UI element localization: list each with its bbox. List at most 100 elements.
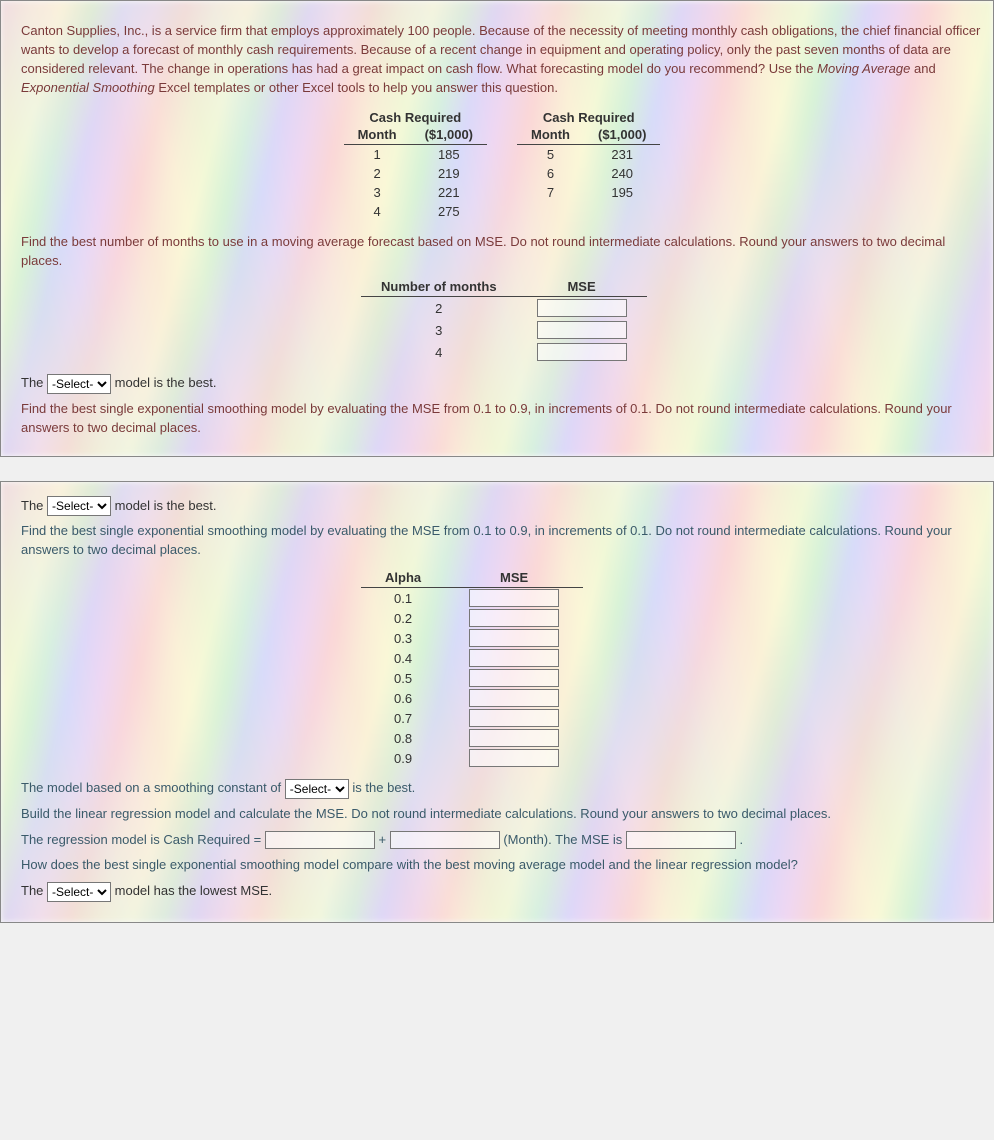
- lr-eq-plus: +: [379, 832, 390, 847]
- question-panel-2: The -Select- model is the best. Find the…: [0, 481, 994, 924]
- mse-input[interactable]: [469, 649, 559, 667]
- cell-mse-input: [445, 748, 583, 768]
- cell-cash: 240: [584, 164, 660, 183]
- table-row: 4275: [344, 202, 487, 221]
- mse-input[interactable]: [469, 749, 559, 767]
- ma-col-months: Number of months: [361, 277, 517, 297]
- table-row: 4: [361, 341, 647, 363]
- panel2-content: The -Select- model is the best. Find the…: [21, 496, 983, 903]
- cell-mse-input: [517, 341, 647, 363]
- cell-month: 7: [517, 183, 584, 202]
- cash-table-right: Month ($1,000) 523162407195: [517, 125, 660, 202]
- col-month-left: Month: [344, 125, 411, 145]
- cell-mse-input: [445, 688, 583, 708]
- cell-alpha: 0.2: [361, 608, 445, 628]
- question-panel-1: Canton Supplies, Inc., is a service firm…: [0, 0, 994, 457]
- cash-col-right: Cash Required Month ($1,000) 52316240719…: [517, 110, 660, 221]
- table-row: 2: [361, 297, 647, 320]
- cash-required-table-wrap: Cash Required Month ($1,000) 11852219322…: [21, 110, 983, 221]
- mse-input[interactable]: [469, 669, 559, 687]
- lr-eq-prefix: The regression model is Cash Required =: [21, 832, 265, 847]
- table-row: 0.4: [361, 648, 583, 668]
- cell-cash: 219: [411, 164, 487, 183]
- cash-table-left: Month ($1,000) 1185221932214275: [344, 125, 487, 221]
- alpha-mse-table: Alpha MSE 0.10.20.30.40.50.60.70.80.9: [361, 568, 583, 768]
- smoothing-constant-select[interactable]: -Select-: [285, 779, 349, 799]
- ma-question: Find the best number of months to use in…: [21, 233, 983, 271]
- mse-input[interactable]: [469, 689, 559, 707]
- table-row: 7195: [517, 183, 660, 202]
- ma-best-suffix: model is the best.: [115, 375, 217, 390]
- alpha-col-mse: MSE: [445, 568, 583, 588]
- final-best-line: The -Select- model has the lowest MSE.: [21, 881, 983, 902]
- cell-mse-input: [445, 608, 583, 628]
- cell-month: 4: [344, 202, 411, 221]
- intro-em-2: Exponential Smoothing: [21, 80, 155, 95]
- table-row: 3: [361, 319, 647, 341]
- table-row: 2219: [344, 164, 487, 183]
- cell-alpha: 0.7: [361, 708, 445, 728]
- mse-input[interactable]: [469, 589, 559, 607]
- cell-mse-input: [445, 708, 583, 728]
- regression-slope-input[interactable]: [390, 831, 500, 849]
- ma-best-select[interactable]: -Select-: [47, 374, 111, 394]
- final-prefix: The: [21, 883, 47, 898]
- cell-alpha: 0.6: [361, 688, 445, 708]
- cell-mse-input: [445, 668, 583, 688]
- sc-suffix: is the best.: [352, 780, 415, 795]
- cell-cash: 275: [411, 202, 487, 221]
- cell-alpha: 0.8: [361, 728, 445, 748]
- intro-text-mid: and: [914, 61, 936, 76]
- intro-text-tail: Excel templates or other Excel tools to …: [158, 80, 558, 95]
- col-month-right: Month: [517, 125, 584, 145]
- smoothing-constant-line: The model based on a smoothing constant …: [21, 778, 983, 799]
- cell-month: 5: [517, 145, 584, 165]
- cell-month: 3: [344, 183, 411, 202]
- mse-input[interactable]: [469, 709, 559, 727]
- final-suffix: model has the lowest MSE.: [115, 883, 273, 898]
- col-cash-right: ($1,000): [584, 125, 660, 145]
- cell-month: 1: [344, 145, 411, 165]
- mse-input[interactable]: [469, 609, 559, 627]
- mse-input[interactable]: [537, 343, 627, 361]
- cash-col-left: Cash Required Month ($1,000) 11852219322…: [344, 110, 487, 221]
- ma-col-mse: MSE: [517, 277, 647, 297]
- regression-intercept-input[interactable]: [265, 831, 375, 849]
- es-best-suffix: model is the best.: [115, 498, 217, 513]
- final-model-select[interactable]: -Select-: [47, 882, 111, 902]
- es-best-line-top: The -Select- model is the best.: [21, 496, 983, 517]
- table-row: 0.9: [361, 748, 583, 768]
- lr-eq-end: .: [740, 832, 744, 847]
- panel1-content: Canton Supplies, Inc., is a service firm…: [21, 22, 983, 438]
- ma-best-prefix: The: [21, 375, 47, 390]
- mse-input[interactable]: [537, 321, 627, 339]
- mse-input[interactable]: [469, 629, 559, 647]
- regression-mse-input[interactable]: [626, 831, 736, 849]
- table-row: 0.2: [361, 608, 583, 628]
- sc-prefix: The model based on a smoothing constant …: [21, 780, 285, 795]
- cell-mse-input: [517, 297, 647, 320]
- cell-n-months: 4: [361, 341, 517, 363]
- cell-alpha: 0.4: [361, 648, 445, 668]
- lr-instr: Build the linear regression model and ca…: [21, 805, 983, 824]
- cell-n-months: 2: [361, 297, 517, 320]
- table-row: 0.5: [361, 668, 583, 688]
- table-row: 6240: [517, 164, 660, 183]
- cash-header-left: Cash Required: [344, 110, 487, 125]
- cell-cash: 195: [584, 183, 660, 202]
- es-best-select-top[interactable]: -Select-: [47, 496, 111, 516]
- mse-input[interactable]: [537, 299, 627, 317]
- cell-alpha: 0.9: [361, 748, 445, 768]
- cell-n-months: 3: [361, 319, 517, 341]
- cell-mse-input: [445, 628, 583, 648]
- es-question-1: Find the best single exponential smoothi…: [21, 400, 983, 438]
- ma-mse-table: Number of months MSE 234: [361, 277, 647, 363]
- intro-em-1: Moving Average: [817, 61, 910, 76]
- mse-input[interactable]: [469, 729, 559, 747]
- table-row: 0.3: [361, 628, 583, 648]
- table-row: 0.8: [361, 728, 583, 748]
- cell-month: 6: [517, 164, 584, 183]
- cell-alpha: 0.1: [361, 588, 445, 609]
- cell-cash: 185: [411, 145, 487, 165]
- cell-cash: 231: [584, 145, 660, 165]
